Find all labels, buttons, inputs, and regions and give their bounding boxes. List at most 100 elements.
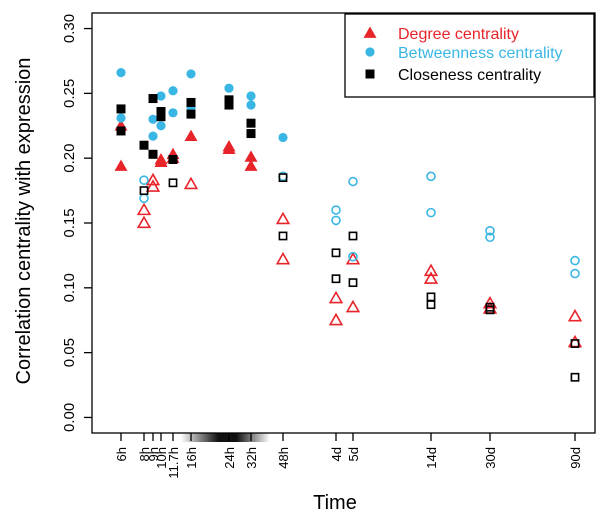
y-tick-label: 0.15: [61, 208, 78, 237]
data-point-closeness: [156, 107, 166, 117]
legend-marker: [363, 26, 377, 38]
data-point-betweenness: [148, 114, 158, 124]
x-tick-label: 10h: [154, 447, 169, 469]
y-tick-label: 0.05: [61, 338, 78, 367]
y-tick-label: 0.10: [61, 273, 78, 302]
data-point-betweenness: [570, 255, 580, 266]
x-tick-label: 11.7h: [166, 447, 181, 479]
legend-box: [344, 13, 595, 98]
data-point-degree: [114, 159, 128, 171]
data-point-betweenness: [186, 69, 196, 79]
data-point-closeness: [426, 292, 436, 302]
data-point-degree: [567, 308, 583, 322]
y-tick-label: 0.20: [61, 144, 78, 173]
legend-label: Betweenness centrality: [398, 45, 563, 62]
data-point-betweenness: [224, 83, 234, 93]
data-point-closeness: [348, 278, 358, 288]
data-point-degree: [145, 172, 161, 186]
data-point-betweenness: [485, 232, 495, 243]
data-point-closeness: [139, 186, 149, 195]
data-point-betweenness: [348, 251, 358, 262]
y-tick-label: 0.25: [61, 79, 78, 108]
legend-marker: [365, 47, 375, 57]
data-point-betweenness: [246, 100, 256, 110]
data-point-closeness: [224, 95, 234, 105]
data-point-closeness: [246, 118, 256, 128]
data-point-closeness: [331, 248, 341, 258]
data-point-closeness: [148, 94, 158, 104]
x-axis-label: Time: [313, 492, 357, 514]
data-point-closeness: [139, 140, 149, 150]
data-point-closeness: [331, 274, 341, 284]
x-tick-label: 16h: [184, 447, 199, 469]
data-point-degree: [154, 152, 168, 165]
x-tick-label: 24h: [222, 447, 237, 469]
x-tick-label: 6h: [114, 447, 129, 461]
data-point-betweenness: [331, 205, 341, 215]
x-tick-label: 4d: [329, 447, 344, 461]
data-point-degree: [136, 202, 152, 216]
x-tick-label: 8h: [137, 447, 152, 461]
data-point-degree: [184, 129, 198, 142]
data-point-betweenness: [156, 121, 166, 131]
data-point-betweenness: [116, 68, 126, 78]
data-point-betweenness: [570, 268, 580, 279]
data-point-closeness: [186, 97, 196, 107]
data-point-degree: [482, 295, 498, 309]
data-point-degree: [145, 179, 161, 192]
x-tick-label: 90d: [568, 447, 583, 469]
data-point-degree: [423, 263, 439, 277]
x-tick-label: 30d: [483, 447, 498, 469]
data-point-closeness: [186, 109, 196, 119]
data-point-betweenness: [139, 175, 149, 186]
data-point-closeness: [156, 112, 166, 122]
data-point-closeness: [116, 104, 126, 114]
data-point-degree: [244, 159, 258, 171]
data-point-betweenness: [348, 176, 358, 187]
data-point-betweenness: [246, 91, 256, 101]
data-point-betweenness: [156, 91, 166, 101]
data-point-betweenness: [485, 225, 495, 236]
data-point-closeness: [168, 154, 178, 164]
data-point-closeness: [116, 126, 126, 136]
data-point-degree: [275, 211, 291, 225]
data-point-betweenness: [116, 113, 126, 123]
data-point-closeness: [485, 302, 495, 312]
data-point-closeness: [278, 231, 288, 241]
legend-label: Degree centrality: [398, 26, 519, 43]
data-point-closeness: [570, 372, 580, 382]
data-point-degree: [328, 290, 344, 304]
data-point-betweenness: [139, 193, 149, 204]
data-point-closeness: [148, 149, 158, 159]
data-point-closeness: [224, 100, 234, 110]
data-point-closeness: [246, 129, 256, 139]
data-point-betweenness: [148, 131, 158, 141]
data-point-degree: [275, 251, 291, 265]
x-tick-label: 14d: [424, 447, 439, 469]
data-point-degree: [183, 176, 199, 190]
y-axis-label: Correlation centrality with expression: [13, 58, 35, 385]
data-point-closeness: [168, 178, 178, 188]
x-tick-label: 32h: [244, 447, 259, 469]
data-point-closeness: [570, 339, 580, 348]
y-tick-label: 0.30: [61, 14, 78, 43]
y-tick-label: 0.00: [61, 403, 78, 432]
data-point-degree: [345, 299, 361, 313]
data-point-betweenness: [168, 86, 178, 96]
data-point-closeness: [348, 231, 358, 241]
x-tick-label: 48h: [276, 447, 291, 469]
data-point-betweenness: [278, 132, 288, 143]
data-point-degree: [328, 312, 344, 326]
legend-marker: [365, 69, 375, 79]
data-point-betweenness: [168, 108, 178, 118]
data-point-closeness: [426, 300, 436, 310]
data-point-degree: [136, 215, 152, 229]
x-tick-label: 9h: [146, 447, 161, 461]
x-tick-label: 5d: [346, 447, 361, 461]
data-point-betweenness: [426, 207, 436, 218]
data-point-degree: [423, 271, 439, 284]
data-point-closeness: [278, 173, 288, 183]
data-point-degree: [244, 150, 258, 162]
